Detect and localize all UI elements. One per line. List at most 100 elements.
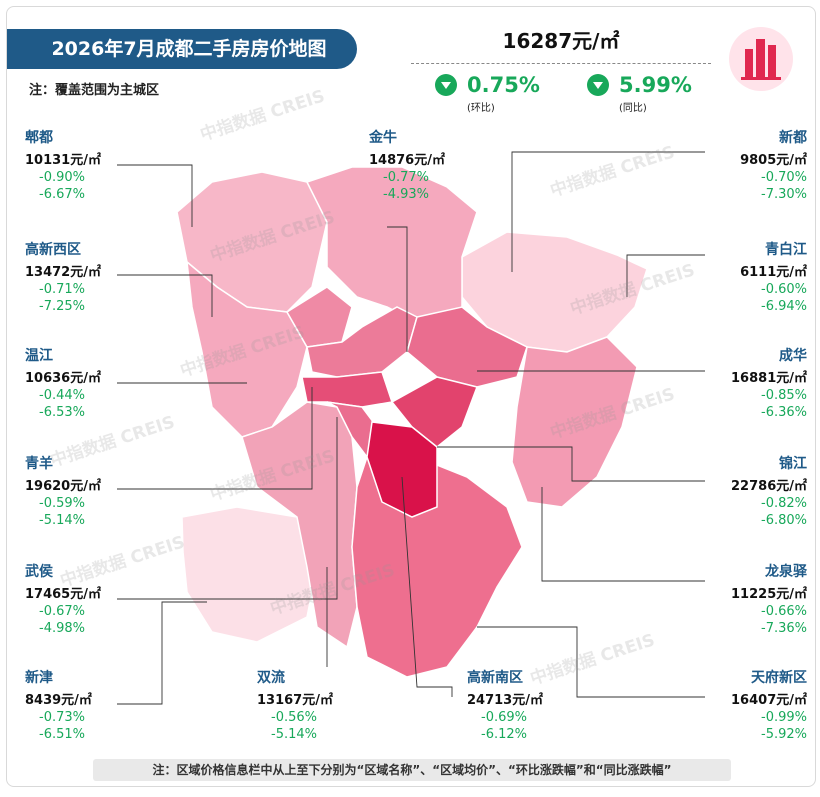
district-label-gaoxinxi: 高新西区 13472元/㎡ -0.71% -7.25% (25, 239, 155, 314)
map-region-longquanyi (511, 336, 638, 508)
leader-line-tianfu (477, 626, 705, 698)
map-region-qingbaijiang (461, 231, 648, 353)
district-name: 高新西区 (25, 242, 81, 258)
map-region-tianfu (351, 456, 523, 678)
district-mom: -0.56% (271, 710, 317, 725)
district-mom: -0.90% (39, 170, 85, 185)
map-region-wenjiang (186, 260, 308, 438)
district-label-shuangliu: 双流 13167元/㎡ -0.56% -5.14% (257, 667, 387, 742)
district-name: 新都 (779, 130, 807, 146)
leader-line-jinjiang (437, 446, 705, 482)
district-price: 19620元/㎡ (25, 479, 101, 494)
district-price: 13167元/㎡ (257, 693, 333, 708)
map-poster: 2026年7月成都二手房房价地图 注：覆盖范围为主城区 16287元/㎡ 0.7… (6, 6, 816, 787)
summary-divider (411, 63, 711, 64)
district-mom: -0.82% (761, 496, 807, 511)
district-map (117, 151, 705, 705)
district-name: 高新南区 (467, 670, 523, 686)
district-price: 10131元/㎡ (25, 153, 101, 168)
district-label-longquanyi: 龙泉驿 11225元/㎡ -0.66% -7.36% (677, 561, 807, 636)
district-price: 10636元/㎡ (25, 371, 101, 386)
leader-line-xindu (511, 151, 705, 272)
map-region-qingyang (301, 371, 393, 408)
district-mom: -0.71% (39, 282, 85, 297)
district-name: 龙泉驿 (765, 564, 807, 580)
mom-change-value: 0.75% (467, 73, 540, 97)
down-arrow-icon (435, 74, 457, 96)
district-name: 青白江 (765, 242, 807, 258)
district-name: 锦江 (779, 456, 807, 472)
district-mom: -0.73% (39, 710, 85, 725)
district-yoy: -6.51% (39, 727, 85, 742)
district-yoy: -6.80% (761, 513, 807, 528)
mom-label: (环比) (467, 103, 495, 114)
district-price: 9805元/㎡ (740, 153, 807, 168)
district-label-qingyang: 青羊 19620元/㎡ -0.59% -5.14% (25, 453, 155, 528)
district-mom: -0.77% (383, 170, 429, 185)
district-mom: -0.85% (761, 388, 807, 403)
district-yoy: -6.12% (481, 727, 527, 742)
district-yoy: -4.93% (383, 187, 429, 202)
district-name: 温江 (25, 348, 53, 364)
district-mom: -0.67% (39, 604, 85, 619)
district-yoy: -5.92% (761, 727, 807, 742)
district-yoy: -6.53% (39, 405, 85, 420)
district-price: 8439元/㎡ (25, 693, 92, 708)
district-yoy: -7.36% (761, 621, 807, 636)
district-name: 金牛 (369, 130, 397, 146)
map-region-gaoxinxi (285, 286, 353, 348)
district-yoy: -7.25% (39, 299, 85, 314)
leader-line-gaoxinnan (401, 476, 453, 697)
district-yoy: -4.98% (39, 621, 85, 636)
leader-line-qingyang (117, 387, 313, 490)
yoy-change-block: 5.99% (同比) (587, 73, 727, 114)
district-label-xindu: 新都 9805元/㎡ -0.70% -7.30% (677, 127, 807, 202)
footer-note: 注：区域价格信息栏中从上至下分别为“区域名称”、“区域均价”、“环比涨跌幅”和“… (93, 759, 731, 781)
leader-line-xinjin (117, 601, 207, 705)
district-yoy: -5.14% (271, 727, 317, 742)
district-price: 14876元/㎡ (369, 153, 445, 168)
district-mom: -0.60% (761, 282, 807, 297)
district-label-chenghua: 成华 16881元/㎡ -0.85% -6.36% (677, 345, 807, 420)
city-average-price: 16287元/㎡ (502, 29, 620, 53)
district-mom: -0.99% (761, 710, 807, 725)
district-yoy: -6.67% (39, 187, 85, 202)
yoy-label: (同比) (619, 103, 647, 114)
district-mom: -0.66% (761, 604, 807, 619)
district-label-qingbaijiang: 青白江 6111元/㎡ -0.60% -6.94% (677, 239, 807, 314)
scope-note: 注：覆盖范围为主城区 (29, 83, 160, 98)
district-label-jinniu: 金牛 14876元/㎡ -0.77% -4.93% (369, 127, 499, 202)
leader-line-pidu (117, 164, 193, 227)
district-price: 6111元/㎡ (740, 265, 807, 280)
district-name: 青羊 (25, 456, 53, 472)
district-mom: -0.59% (39, 496, 85, 511)
creis-logo-icon (729, 27, 793, 91)
district-mom: -0.69% (481, 710, 527, 725)
district-name: 成华 (779, 348, 807, 364)
district-label-wenjiang: 温江 10636元/㎡ -0.44% -6.53% (25, 345, 155, 420)
district-name: 武侯 (25, 564, 53, 580)
district-yoy: -5.14% (39, 513, 85, 528)
district-mom: -0.44% (39, 388, 85, 403)
district-label-jinjiang: 锦江 22786元/㎡ -0.82% -6.80% (677, 453, 807, 528)
page-title: 2026年7月成都二手房房价地图 (7, 29, 357, 69)
district-name: 天府新区 (751, 670, 807, 686)
district-price: 24713元/㎡ (467, 693, 543, 708)
district-name: 新津 (25, 670, 53, 686)
leader-line-longquanyi (541, 487, 705, 582)
leader-line-gaoxinxi (117, 274, 213, 317)
yoy-change-value: 5.99% (619, 73, 692, 97)
leader-line-jinniu (387, 226, 408, 352)
district-yoy: -7.30% (761, 187, 807, 202)
map-region-chenghua (406, 306, 528, 388)
district-price: 11225元/㎡ (731, 587, 807, 602)
district-price: 17465元/㎡ (25, 587, 101, 602)
district-label-wuhou: 武侯 17465元/㎡ -0.67% -4.98% (25, 561, 155, 636)
leader-line-qingbaijiang (626, 254, 705, 297)
map-region-gaoxinnan (366, 421, 438, 518)
district-price: 13472元/㎡ (25, 265, 101, 280)
map-region-xinjin (181, 506, 318, 643)
district-label-tianfu: 天府新区 16407元/㎡ -0.99% -5.92% (677, 667, 807, 742)
district-price: 16881元/㎡ (731, 371, 807, 386)
district-price: 16407元/㎡ (731, 693, 807, 708)
